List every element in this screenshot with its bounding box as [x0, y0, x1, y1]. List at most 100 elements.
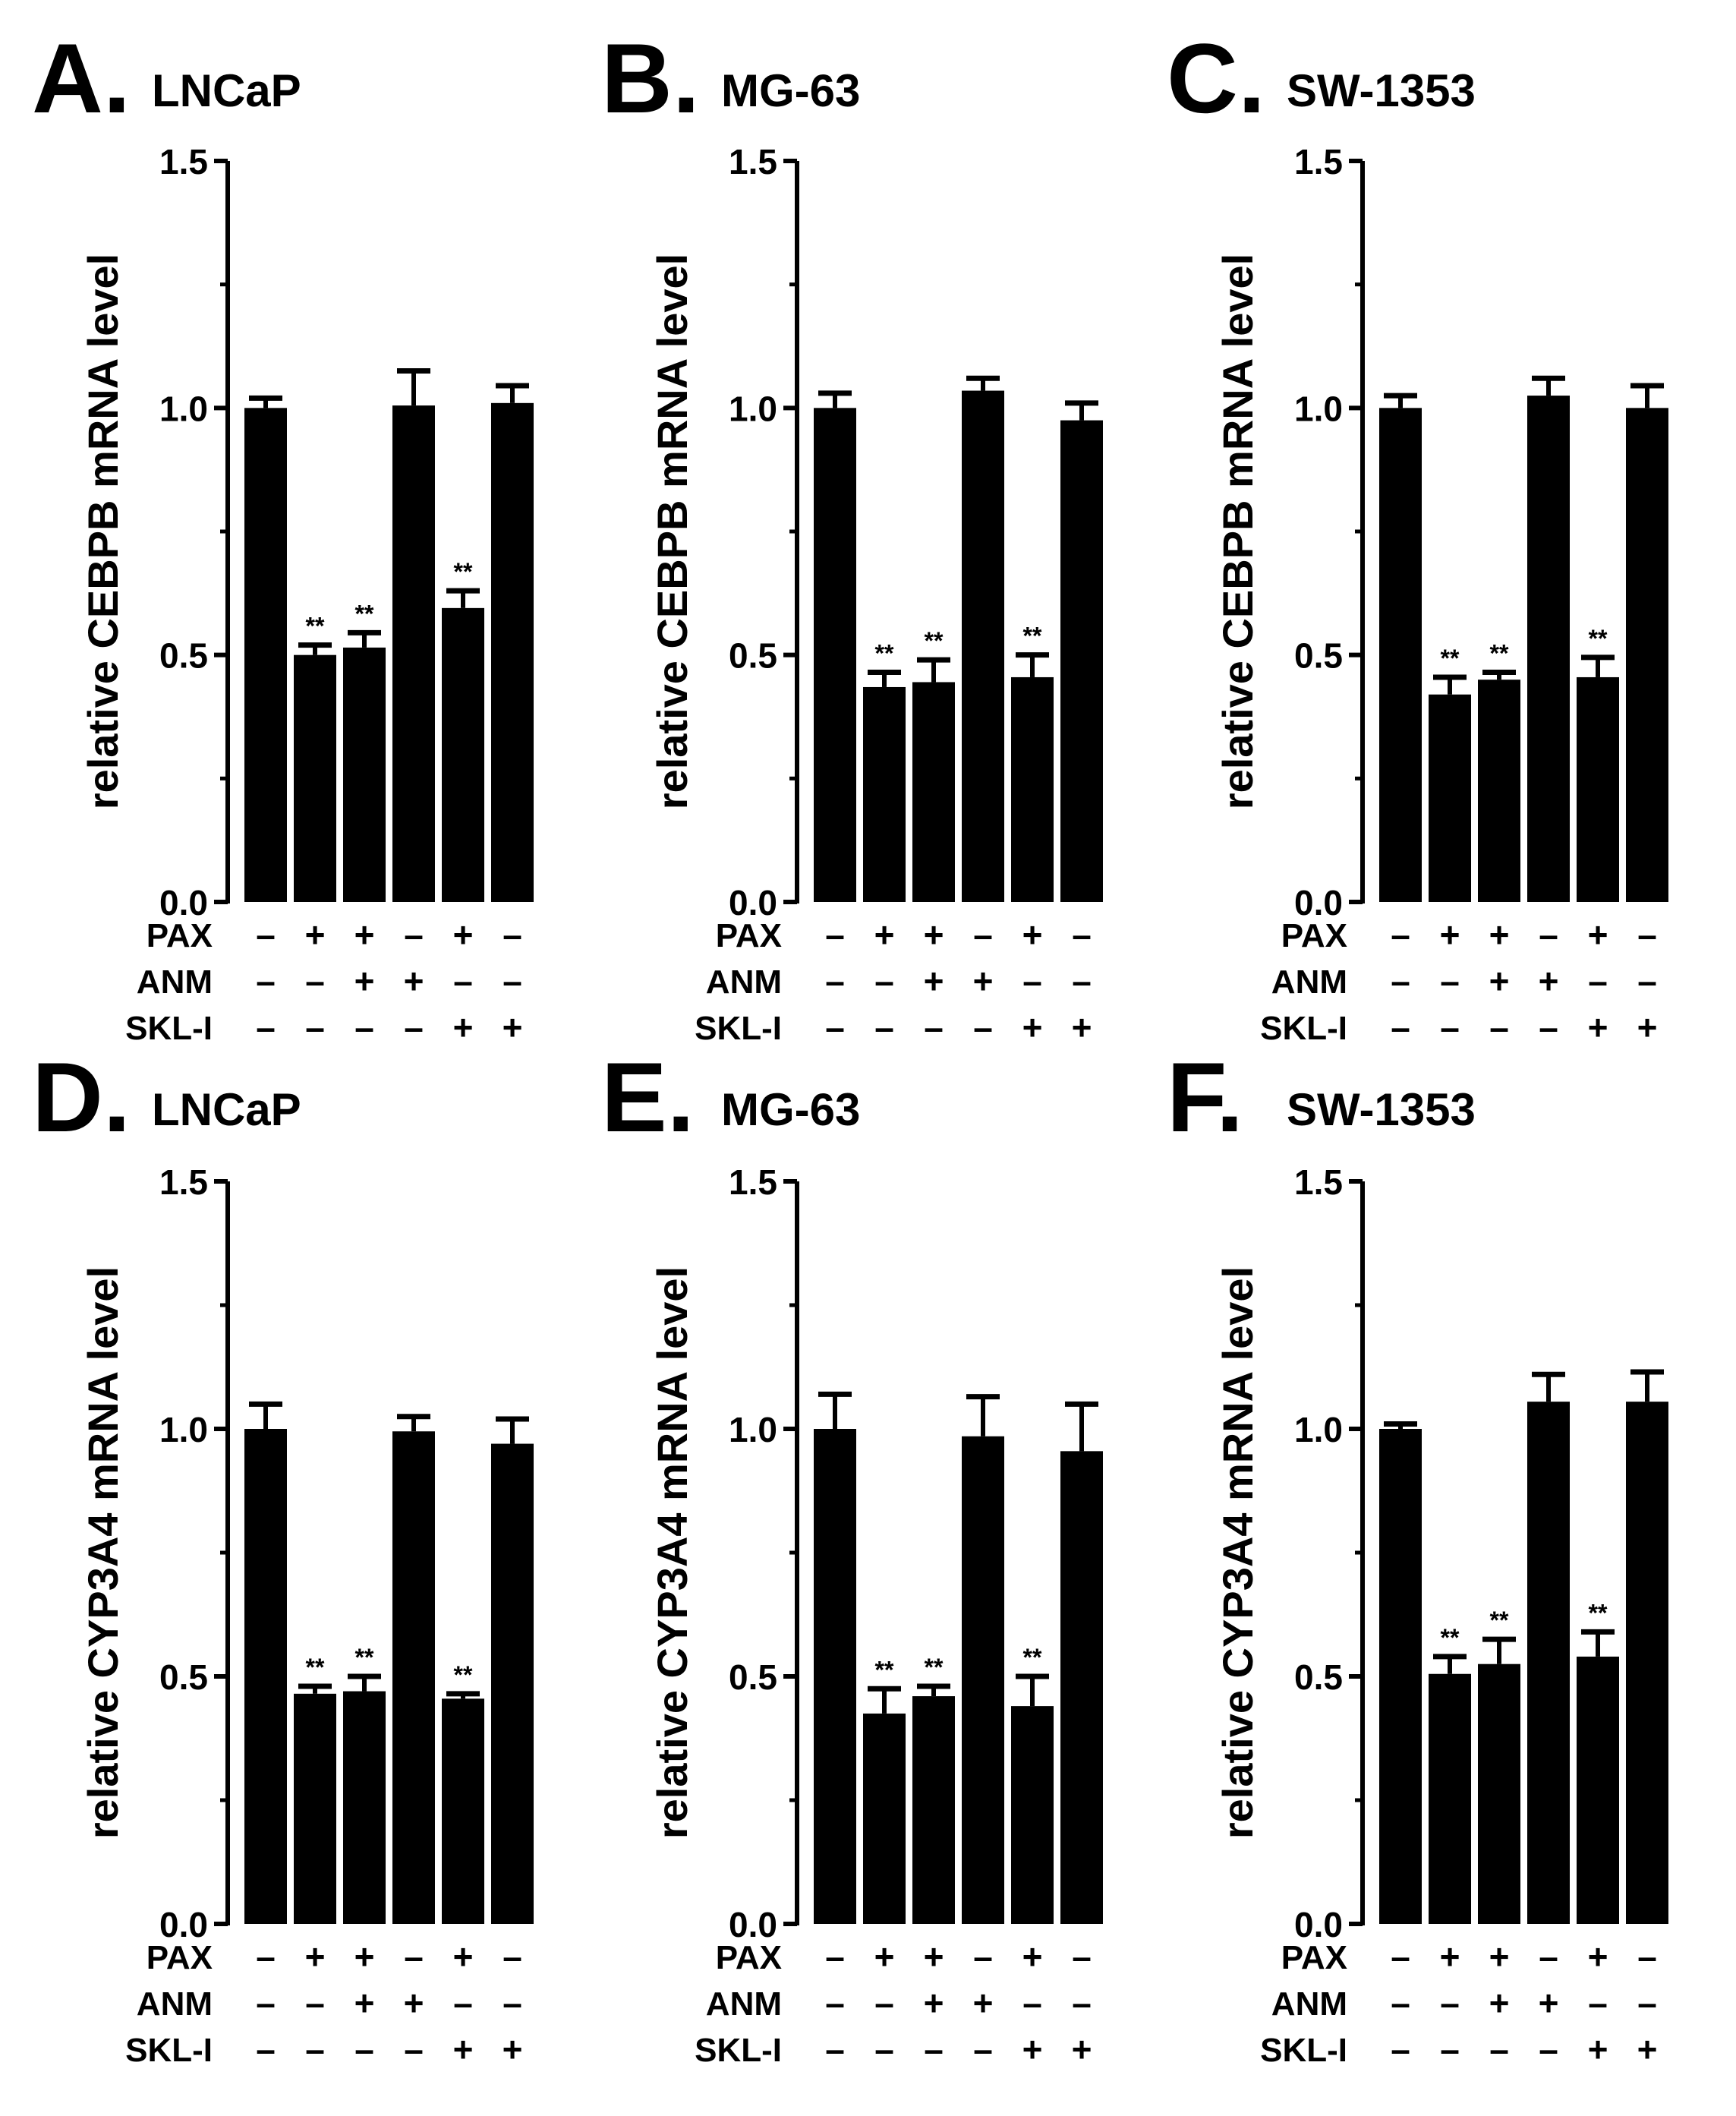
panel-letter: B.	[601, 23, 700, 134]
treatment-sign: –	[825, 1983, 845, 2023]
significance-label: **	[306, 1654, 325, 1681]
significance-label: **	[1490, 639, 1509, 667]
treatment-sign: –	[874, 2029, 894, 2069]
y-tick-label: 0.0	[729, 1905, 777, 1944]
treatment-sign: –	[1539, 915, 1558, 954]
treatment-sign: –	[404, 1008, 424, 1047]
significance-label: **	[875, 1656, 894, 1683]
treatment-sign: +	[1588, 1937, 1608, 1976]
bar	[1011, 1706, 1054, 1924]
bar	[1429, 1673, 1471, 1924]
treatment-label: ANM	[1271, 963, 1347, 1001]
y-tick-label: 1.0	[159, 389, 208, 428]
treatment-sign: –	[1489, 2029, 1509, 2069]
bar	[1527, 396, 1570, 902]
treatment-label: PAX	[147, 917, 213, 954]
bar	[1379, 1429, 1422, 1924]
bar	[1478, 1663, 1520, 1924]
significance-label: **	[1023, 1644, 1042, 1671]
y-axis-label: relative CYP3A4 mRNA level	[79, 1266, 127, 1839]
treatment-sign: –	[305, 1983, 325, 2023]
bar	[442, 607, 484, 902]
treatment-label: ANM	[137, 1985, 213, 2023]
treatment-sign: –	[1391, 915, 1410, 954]
treatment-sign: –	[305, 961, 325, 1001]
treatment-sign: –	[1072, 1937, 1092, 1976]
treatment-sign: +	[1072, 2029, 1092, 2069]
treatment-sign: –	[1588, 961, 1608, 1001]
treatment-sign: –	[354, 1008, 374, 1047]
treatment-sign: +	[453, 915, 474, 954]
bar	[244, 408, 287, 902]
treatment-sign: –	[1391, 1983, 1410, 2023]
treatment-sign: –	[1440, 1008, 1460, 1047]
treatment-sign: –	[1637, 961, 1657, 1001]
treatment-sign: –	[305, 2029, 325, 2069]
treatment-label: ANM	[137, 963, 213, 1001]
y-tick-label: 0.0	[159, 1905, 208, 1944]
treatment-sign: –	[1072, 1983, 1092, 2023]
treatment-sign: –	[973, 1008, 993, 1047]
significance-label: **	[1589, 625, 1608, 652]
bar	[1011, 676, 1054, 902]
treatment-sign: –	[305, 1008, 325, 1047]
treatment-sign: –	[503, 1983, 522, 2023]
panel-c: C. SW-1353 relative CEBPB mRNA level 0.0 0.5…	[1167, 23, 1668, 1047]
treatment-sign: +	[973, 961, 994, 1001]
panel-e: E. MG-63 relative CYP3A4 mRNA level 0.0 0.5 1…	[601, 1042, 1103, 2069]
treatment-sign: –	[973, 2029, 993, 2069]
treatment-label: PAX	[1281, 1939, 1347, 1976]
treatment-sign: –	[256, 2029, 276, 2069]
y-tick-label: 1.5	[729, 1162, 777, 1202]
treatment-sign: –	[1588, 1983, 1608, 2023]
y-tick-label: 0.5	[1294, 1657, 1343, 1697]
significance-label: **	[454, 558, 473, 585]
treatment-label: PAX	[147, 1939, 213, 1976]
treatment-sign: –	[503, 915, 522, 954]
bar	[1060, 1451, 1103, 1924]
bar	[814, 408, 856, 902]
treatment-sign: +	[1489, 961, 1510, 1001]
treatment-sign: +	[1022, 2029, 1043, 2069]
treatment-label: ANM	[1271, 1985, 1347, 2023]
y-tick-label: 1.0	[729, 389, 777, 428]
bar	[294, 1693, 336, 1924]
treatment-sign: –	[973, 1937, 993, 1976]
y-axis-label: relative CYP3A4 mRNA level	[648, 1266, 696, 1839]
panel-letter: D.	[32, 1042, 131, 1153]
treatment-sign: –	[874, 961, 894, 1001]
panel-title: LNCaP	[152, 65, 301, 116]
treatment-sign: +	[1539, 961, 1559, 1001]
y-axis-label: relative CEBPB mRNA level	[79, 254, 127, 809]
bar	[863, 686, 906, 902]
panel-letter: A.	[32, 23, 131, 134]
bar	[1577, 676, 1619, 902]
treatment-sign: –	[256, 1983, 276, 2023]
treatment-sign: –	[924, 1008, 944, 1047]
treatment-sign: +	[924, 915, 944, 954]
y-tick-label: 0.5	[729, 1657, 777, 1697]
treatment-sign: +	[924, 1937, 944, 1976]
treatment-sign: –	[825, 2029, 845, 2069]
treatment-sign: +	[1588, 915, 1608, 954]
treatment-label: ANM	[706, 963, 782, 1001]
bar	[962, 1436, 1004, 1924]
treatment-sign: +	[973, 1983, 994, 2023]
bar	[814, 1429, 856, 1924]
treatment-label: PAX	[1281, 917, 1347, 954]
y-tick-label: 1.5	[1294, 1162, 1343, 1202]
y-tick-label: 1.0	[1294, 389, 1343, 428]
treatment-sign: +	[354, 961, 375, 1001]
y-axis-label: relative CEBPB mRNA level	[648, 254, 696, 809]
treatment-sign: +	[404, 1983, 424, 2023]
treatment-sign: –	[453, 1983, 473, 2023]
treatment-sign: +	[1637, 1008, 1658, 1047]
treatment-sign: –	[1391, 2029, 1410, 2069]
treatment-sign: +	[404, 961, 424, 1001]
y-tick-label: 0.5	[1294, 636, 1343, 676]
bar	[392, 405, 435, 902]
bar	[392, 1431, 435, 1924]
panel-letter: E.	[601, 1042, 695, 1153]
treatment-sign: +	[1022, 1008, 1043, 1047]
